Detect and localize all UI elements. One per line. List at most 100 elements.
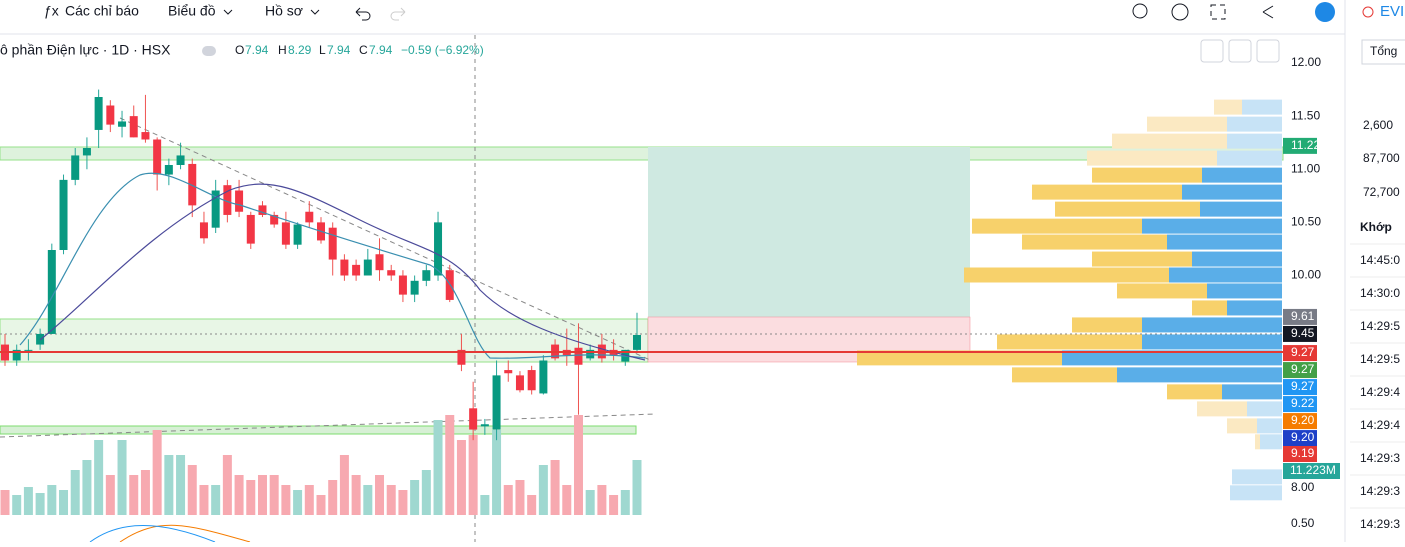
volume-bar [386, 485, 396, 515]
volume-bar [23, 487, 33, 515]
profile-buy [1202, 167, 1282, 183]
volume-bar [538, 465, 548, 515]
volume-bar [281, 485, 291, 515]
candle-body [59, 179, 68, 250]
candles [1, 89, 641, 441]
profile-sell [1214, 99, 1242, 115]
volume-bar [269, 475, 279, 515]
pane-button[interactable] [1200, 39, 1224, 63]
indicators-button[interactable]: Các chỉ báo [65, 3, 139, 19]
candle-body [211, 190, 220, 228]
profile-sell [964, 267, 1169, 283]
volume-bar [632, 460, 642, 515]
candle-body [281, 222, 290, 245]
legend-c: 7.94 [369, 43, 393, 57]
volume-bar [562, 485, 572, 515]
volume-bar [94, 440, 104, 515]
price-badge-label: 9.20 [1291, 430, 1315, 444]
total-label[interactable]: Tổng [1370, 44, 1397, 58]
price-badge [1283, 137, 1317, 154]
candle-body [141, 132, 150, 140]
candle-body [199, 222, 208, 239]
candle-body [574, 347, 583, 365]
volume-bar [152, 430, 162, 515]
legend-change: −0.59 (−6.92%) [401, 43, 484, 57]
volume-bar [211, 485, 221, 515]
profile-buy [1142, 317, 1282, 333]
volume-bar [515, 480, 525, 515]
volume-bar [421, 470, 431, 515]
profile-buy [1227, 133, 1282, 149]
zone [0, 425, 637, 435]
profile-button[interactable]: Hồ sơ [265, 3, 303, 19]
candle-body [293, 224, 302, 245]
profile-buy [1242, 99, 1282, 115]
profile-buy [1200, 201, 1282, 217]
legend-h-label: H [278, 43, 287, 57]
volume-bar [456, 440, 466, 515]
total-button[interactable] [1361, 39, 1405, 65]
profile-buy [1217, 150, 1282, 166]
volume-bar [59, 490, 69, 515]
time-list: 14:45:0 14:30:0 14:29:5 14:29:5 14:29:4 14:29… [1350, 243, 1405, 531]
price-badge [1283, 446, 1317, 462]
volume-badge-label: 11.223M [1290, 463, 1336, 477]
share-icon[interactable] [1262, 5, 1274, 19]
pane-button[interactable] [1256, 39, 1280, 63]
candle-body [539, 360, 548, 394]
dropdown-arrows [223, 9, 320, 15]
candle-body [129, 116, 138, 138]
candle-body [305, 211, 314, 223]
candle-body [398, 275, 407, 295]
candle-body [153, 139, 162, 175]
price-badge-label: 11.22 [1291, 138, 1320, 152]
zone [0, 318, 649, 363]
chart-button[interactable]: Biểu đồ [168, 3, 216, 19]
volume-bar [12, 495, 22, 515]
candle-body [235, 190, 244, 212]
volume-bar [351, 475, 361, 515]
trade-time: 14:30:0 [1360, 286, 1400, 300]
profile-buy [1207, 283, 1282, 299]
profile-buy [1142, 334, 1282, 350]
legend-name: ô phần Điện lực · 1D · HSX [0, 42, 171, 58]
volume-bar [597, 485, 607, 515]
price-badge [1283, 308, 1317, 325]
match-header: Khớp [1360, 220, 1392, 234]
search-icon[interactable] [1132, 3, 1148, 19]
profile-sell [1055, 201, 1200, 217]
profile-sell [972, 218, 1142, 234]
fullscreen-icon[interactable] [1210, 4, 1226, 20]
price-tick-label: 10.50 [1291, 215, 1321, 229]
pane-button[interactable] [1228, 39, 1252, 63]
profile-sell [1147, 116, 1227, 132]
indicator-line [89, 525, 216, 543]
candle-body [480, 424, 489, 427]
pane-buttons [1200, 39, 1280, 63]
volume-bar [468, 435, 478, 515]
candle-body [188, 163, 197, 206]
candle-body [164, 165, 173, 175]
candle-body [47, 250, 56, 334]
profile-buy [1142, 218, 1282, 234]
profile-sell [1022, 234, 1167, 250]
candle-body [515, 375, 524, 391]
candle-body [94, 97, 103, 130]
panel-vol: 87,700 [1363, 151, 1400, 165]
profile-buy [1230, 485, 1282, 501]
settings-icon[interactable] [1171, 3, 1189, 21]
volume-bar [410, 480, 420, 515]
candle-body [12, 349, 21, 361]
legend-toggle[interactable] [202, 46, 216, 56]
volume-bar [375, 475, 385, 515]
price-tick-label: 11.50 [1291, 108, 1320, 122]
profile-sell [1112, 133, 1227, 149]
undo-icon[interactable] [355, 7, 371, 21]
candle-body [434, 222, 443, 276]
redo-icon[interactable] [390, 7, 406, 21]
candle-body [363, 259, 372, 276]
profile-sell [1012, 367, 1117, 383]
fx-icon: ƒx [44, 3, 59, 19]
volume-bar [573, 415, 583, 515]
price-badge-label: 9.27 [1291, 345, 1315, 359]
